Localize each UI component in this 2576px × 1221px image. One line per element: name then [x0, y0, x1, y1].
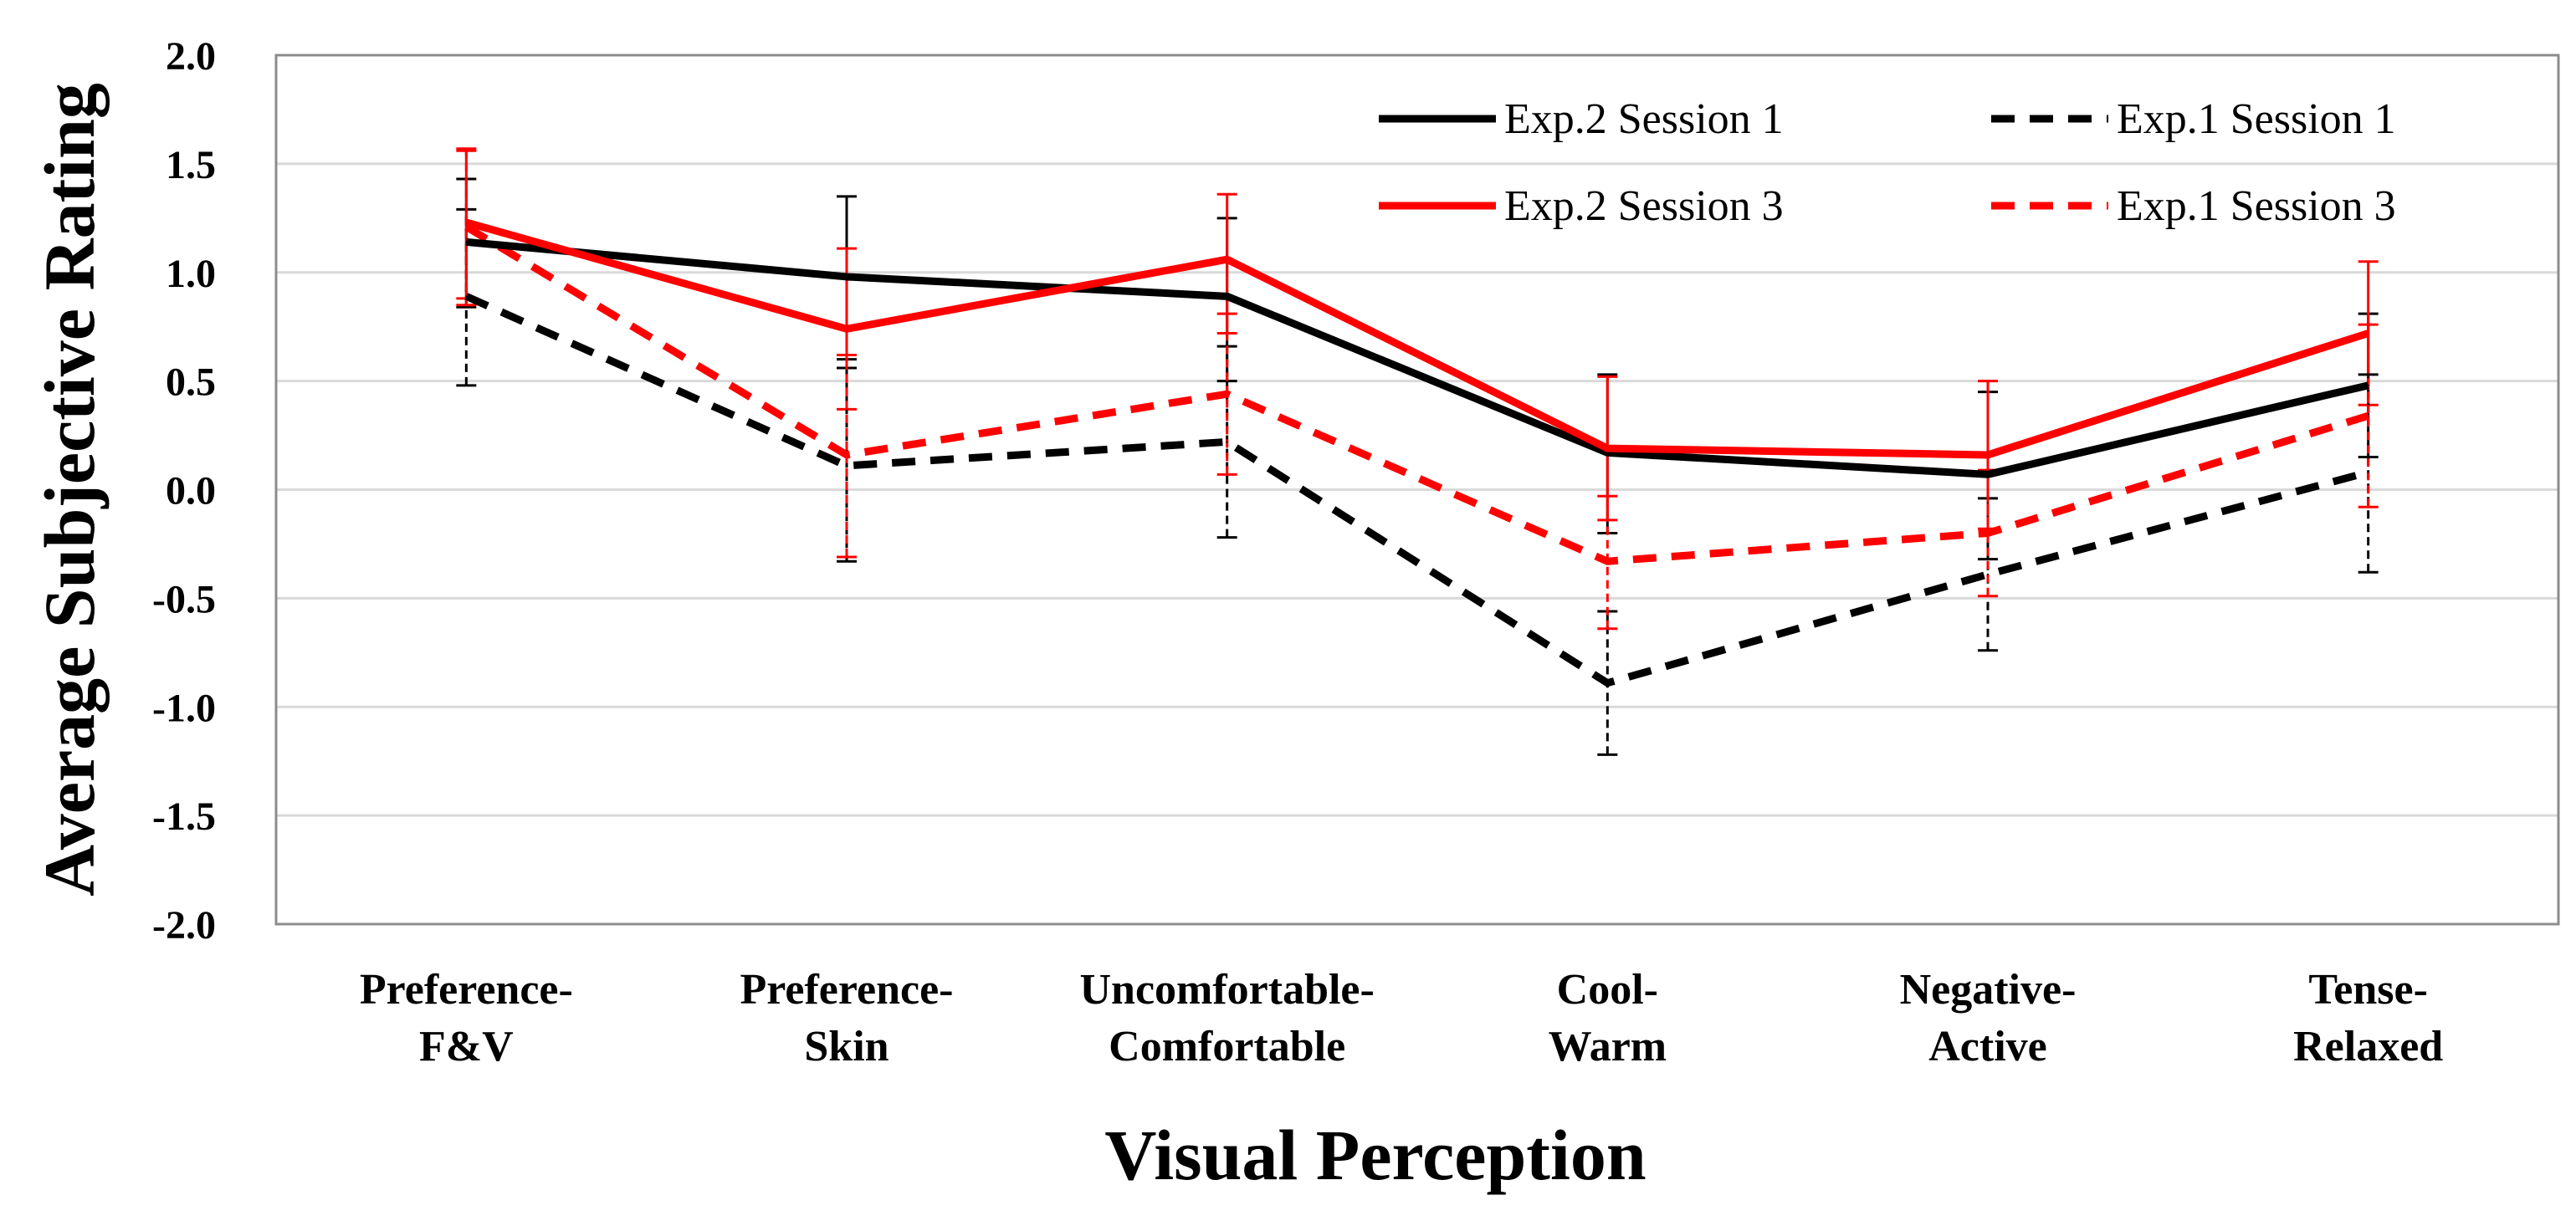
series-line-exp-1-session-1 — [464, 293, 2369, 687]
legend-label: Exp.1 Session 3 — [2117, 182, 2396, 230]
data-point — [846, 328, 848, 330]
data-point — [1606, 560, 1609, 563]
data-point — [465, 222, 468, 224]
legend-label: Exp.2 Session 3 — [1504, 182, 1784, 230]
data-point — [1987, 532, 1989, 534]
legend-label: Exp.2 Session 1 — [1504, 95, 1784, 143]
x-category-label: Skin — [804, 1023, 889, 1070]
x-category-label: Comfortable — [1109, 1023, 1345, 1070]
data-point — [1606, 682, 1609, 684]
x-category-label: Relaxed — [2293, 1023, 2443, 1070]
series-line-exp-2-session-3 — [465, 218, 2370, 459]
data-point — [1226, 441, 1228, 443]
x-axis-title: Visual Perception — [1104, 1115, 1646, 1195]
data-point — [846, 453, 848, 456]
data-point — [1606, 447, 1609, 450]
data-point — [1987, 473, 1989, 476]
plot-area — [274, 54, 2560, 926]
y-axis-title: Average Subjective Rating — [29, 83, 110, 897]
legend: Exp.2 Session 1 Exp.1 Session 1 Exp.2 Sess… — [1379, 95, 2396, 230]
data-point — [1226, 295, 1228, 298]
x-category-label: Preference- — [360, 966, 573, 1014]
data-point — [1987, 453, 1989, 456]
data-point — [2367, 384, 2369, 386]
x-category-label: F&V — [419, 1023, 514, 1070]
y-tick-label: -1.5 — [152, 794, 216, 839]
y-tick-label: -1.0 — [152, 686, 216, 730]
x-category-label: Negative- — [1900, 966, 2077, 1014]
y-tick-label: -2.0 — [152, 903, 216, 948]
y-tick-label: 1.0 — [166, 252, 216, 296]
x-axis-categories: Preference- F&V Preference- Skin Uncomfortab… — [360, 966, 2443, 1070]
y-tick-label: 0.5 — [166, 360, 216, 405]
series-lines — [464, 218, 2370, 687]
data-point — [2367, 471, 2369, 473]
y-tick-label: 1.5 — [166, 143, 216, 187]
x-category-label: Preference- — [740, 966, 954, 1014]
data-point — [846, 464, 848, 467]
series-line-exp-2-session-1 — [465, 238, 2369, 478]
legend-label: Exp.1 Session 1 — [2117, 95, 2396, 143]
x-category-label: Tense- — [2308, 966, 2428, 1014]
y-tick-label: 0.0 — [166, 469, 216, 513]
x-category-label: Warm — [1549, 1023, 1667, 1070]
data-point — [465, 241, 468, 243]
data-point — [1987, 573, 1989, 575]
data-point — [2367, 415, 2369, 417]
x-category-label: Cool- — [1557, 966, 1658, 1014]
data-point — [1226, 393, 1228, 396]
data-point — [846, 275, 848, 278]
y-tick-label: -0.5 — [152, 577, 216, 621]
data-point — [1226, 258, 1228, 261]
data-point — [2367, 332, 2369, 335]
y-axis-ticks: 2.0 1.5 1.0 0.5 0.0 -0.5 -1.0 -1.5 -2.0 — [152, 34, 216, 948]
x-category-label: Uncomfortable- — [1079, 966, 1374, 1014]
series-line-exp-1-session-3 — [464, 223, 2369, 565]
x-category-label: Active — [1928, 1023, 2046, 1070]
data-point — [465, 295, 468, 298]
data-point — [1606, 452, 1609, 454]
y-tick-label: 2.0 — [166, 34, 216, 79]
